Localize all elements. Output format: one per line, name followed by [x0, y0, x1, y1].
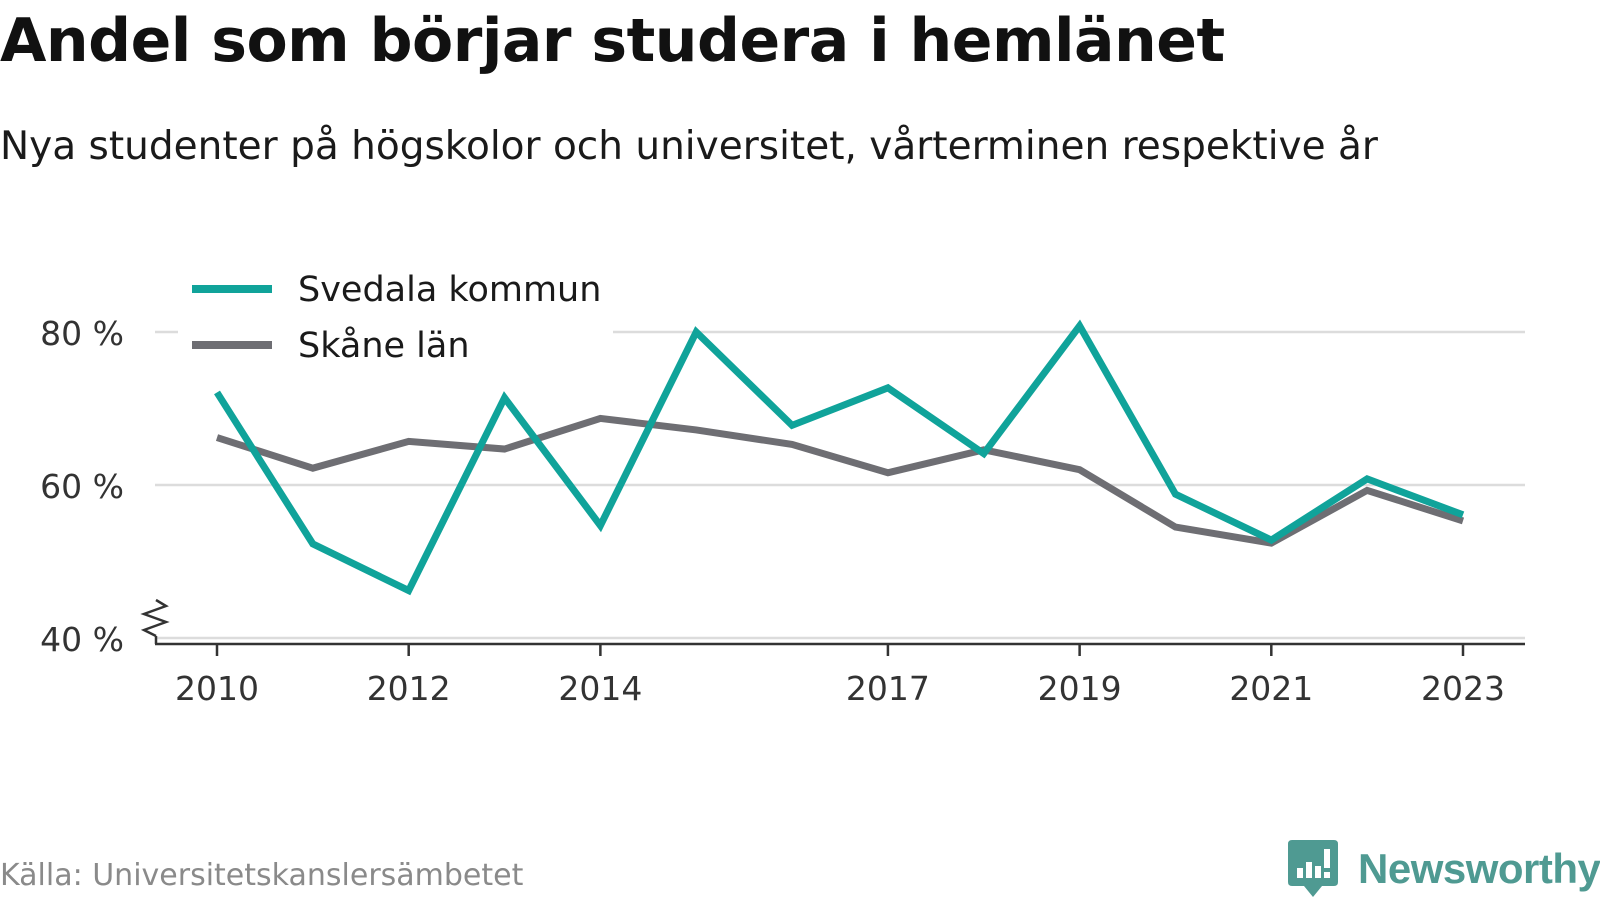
x-tick-label: 2019 [1038, 669, 1122, 708]
legend: Svedala kommun Skåne län [178, 262, 613, 374]
y-tick-label: 80 % [40, 314, 124, 353]
y-axis-break-icon [140, 598, 170, 638]
brand-name: Newsworthy [1358, 845, 1600, 892]
x-tick-label: 2017 [846, 669, 930, 708]
source-note: Källa: Universitetskanslersämbetet [0, 858, 524, 893]
legend-label: Svedala kommun [298, 270, 601, 310]
series-line-skane-lan [215, 414, 1465, 547]
newsworthy-logo-icon [1288, 840, 1338, 897]
x-tick-label: 2021 [1229, 669, 1313, 708]
series-lines [214, 319, 1465, 596]
x-tick-label: 2012 [367, 669, 451, 708]
brand: Newsworthy [1288, 840, 1600, 898]
chart-subtitle: Nya studenter på högskolor och universit… [0, 124, 1378, 169]
x-tick-label: 2014 [558, 669, 642, 708]
legend-background [178, 262, 613, 374]
axes: 40 % 60 % 80 % 2010 2012 2014 2017 2019 2021 2023 [40, 314, 1525, 708]
gridlines [155, 330, 1525, 640]
series-line-svedala-kommun [214, 319, 1465, 596]
y-tick-label: 60 % [40, 467, 124, 506]
y-tick-label: 40 % [40, 620, 124, 659]
x-tick-label: 2010 [175, 669, 259, 708]
chart-title: Andel som börjar studera i hemlänet [0, 6, 1225, 76]
legend-label: Skåne län [298, 325, 470, 366]
x-tick-label: 2023 [1421, 669, 1505, 708]
